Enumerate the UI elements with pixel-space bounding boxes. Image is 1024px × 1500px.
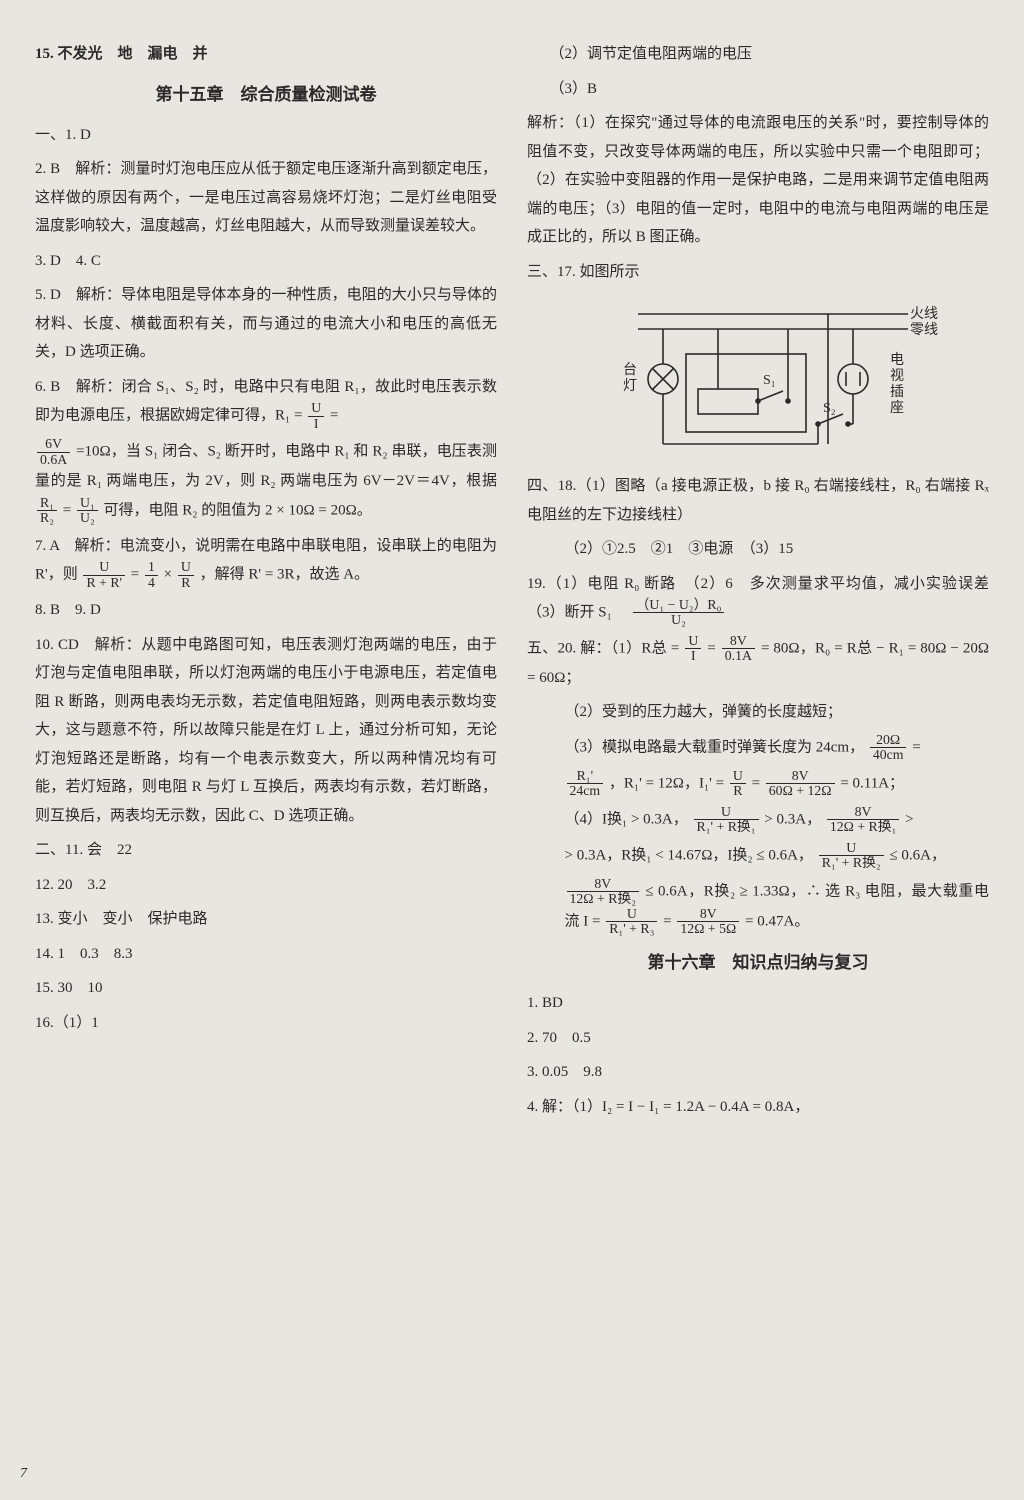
q6-text-c: =10Ω，当 S₁ 闭合、S₂ 断开时，电路中 R₁ 和 R₂ 串联，电压表测量… (35, 444, 497, 490)
q20d-text3: > 0.3A，R换₁ < 14.67Ω，I换₂ ≤ 0.6A， (565, 847, 813, 863)
q6-text-a: 6. B 解析：闭合 S₁、S₂ 时，电路中只有电阻 R₁，故此时电压表示数即为… (35, 379, 497, 424)
q20d-line3: 8V12Ω + R换₂ ≤ 0.6A，R换₂ ≥ 1.33Ω，∴ 选 R₃ 电阻… (527, 877, 989, 937)
q6-frac1: UI (308, 401, 324, 431)
q7: 7. A 解析：电流变小，说明需在电路中串联电阻，设串联上的电阻为 R'，则 U… (35, 532, 497, 590)
q18a: 四、18.（1）图略（a 接电源正极，b 接 R₀ 右端接线柱，R₀ 右端接 R… (527, 472, 989, 529)
q20d-line2: > 0.3A，R换₁ < 14.67Ω，I换₂ ≤ 0.6A， UR₁' + R… (527, 841, 989, 871)
page-number: 7 (20, 1461, 27, 1488)
eq-sign: = (752, 775, 764, 791)
r1: 1. BD (527, 989, 989, 1018)
q19: 19.（1）电阻 R₀ 断路 （2）6 多次测量求平均值，减小实验误差 （3）断… (527, 570, 989, 628)
q18b: （2）①2.5 ②1 ③电源 （3）15 (527, 535, 989, 564)
q13: 13. 变小 变小 保护电路 (35, 905, 497, 934)
q20a-text: 五、20. 解：（1）R总 = (527, 640, 683, 656)
q20c-frac1: 20Ω40cm (870, 733, 907, 763)
eq-sign: = (912, 739, 920, 755)
eq-sign: = (663, 913, 675, 929)
q6-frac4: U₁U₂ (77, 496, 98, 526)
q7-frac1: UR + R' (83, 560, 125, 590)
q20d-text4: ≤ 0.6A， (889, 847, 946, 863)
right-column: （2）调节定值电阻两端的电压 （3）B 解析：（1）在探究"通过导体的电流跟电压… (527, 40, 989, 1470)
q20d-frac1: UR₁' + R换₁ (694, 805, 759, 835)
q20c-text5: = 0.11A； (840, 775, 904, 791)
q20c-text: （3）模拟电路最大载重时弹簧长度为 24cm， (565, 739, 865, 755)
q6-frac2: 6V0.6A (37, 437, 70, 467)
r4: 4. 解：（1）I₂ = I − I₁ = 1.2A − 0.4A = 0.8A… (527, 1093, 989, 1122)
q16-3: （3）B (527, 75, 989, 104)
sec3-q17: 三、17. 如图所示 (527, 258, 989, 287)
chapter-title-15: 第十五章 综合质量检测试卷 (35, 79, 497, 111)
q20d-text7: = 0.47A。 (745, 913, 809, 929)
q5: 5. D 解析：导体电阻是导体本身的一种性质，电阻的大小只与导体的材料、长度、横… (35, 281, 497, 367)
q6-eq: = (330, 408, 338, 424)
q19-text: 19.（1）电阻 R₀ 断路 （2）6 多次测量求平均值，减小实验误差 （3）断… (527, 576, 989, 621)
q15b: 15. 30 10 (35, 974, 497, 1003)
q12: 12. 20 3.2 (35, 871, 497, 900)
eq-sign: = (63, 502, 75, 518)
q20d-frac4: 8V12Ω + R换₂ (567, 877, 640, 907)
q20c-frac3: UR (730, 769, 746, 799)
left-column: 15. 不发光 地 漏电 并 第十五章 综合质量检测试卷 一、1. D 2. B… (35, 40, 497, 1470)
q20c: （3）模拟电路最大载重时弹簧长度为 24cm， 20Ω40cm = (527, 733, 989, 763)
q20d-text2: > 0.3A， (764, 811, 821, 827)
q20b: （2）受到的压力越大，弹簧的长度越短； (527, 698, 989, 727)
q16: 16.（1）1 (35, 1009, 497, 1038)
q8-9: 8. B 9. D (35, 596, 497, 625)
q6: 6. B 解析：闭合 S₁、S₂ 时，电路中只有电阻 R₁，故此时电压表示数即为… (35, 373, 497, 431)
q20d-frac3: UR₁' + R换₂ (819, 841, 884, 871)
q20c-text3: ，R₁' = 12Ω，I₁' = (609, 775, 728, 791)
label-s1: S₁ (763, 373, 776, 388)
gt-sign: > (905, 811, 913, 827)
q20d-frac5: UR₁' + R₃ (606, 907, 657, 937)
times-sign: × (164, 567, 176, 583)
q20d-text: （4）I换₁ > 0.3A， (565, 811, 688, 827)
q15: 15. 不发光 地 漏电 并 (35, 40, 497, 69)
circuit-diagram: 火线 零线 台灯 电视插座 S₁ S₂ (568, 294, 948, 464)
r2: 2. 70 0.5 (527, 1024, 989, 1053)
q20c-frac2: R₁'24cm (567, 769, 604, 799)
r3: 3. 0.05 9.8 (527, 1058, 989, 1087)
q6-line2: 6V0.6A =10Ω，当 S₁ 闭合、S₂ 断开时，电路中 R₁ 和 R₂ 串… (35, 437, 497, 525)
label-neutral: 零线 (910, 322, 938, 338)
label-lamp: 台灯 (623, 362, 637, 394)
label-socket: 电视插座 (890, 352, 904, 416)
q20d-frac6: 8V12Ω + 5Ω (677, 907, 739, 937)
sec1: 一、1. D (35, 121, 497, 150)
q20c-frac4: 8V60Ω + 12Ω (766, 769, 835, 799)
q10: 10. CD 解析：从题中电路图可知，电压表测灯泡两端的电压，由于灯泡与定值电阻… (35, 631, 497, 831)
q16-explanation: 解析：（1）在探究"通过导体的电流跟电压的关系"时，要控制导体的阻值不变，只改变… (527, 109, 989, 252)
q16-2: （2）调节定值电阻两端的电压 (527, 40, 989, 69)
q6-text-f: 可得，电阻 R₂ 的阻值为 2 × 10Ω = 20Ω。 (104, 502, 372, 518)
q7-frac3: UR (178, 560, 194, 590)
sec2-q11: 二、11. 会 22 (35, 836, 497, 865)
q20a-frac2: 8V0.1A (722, 634, 755, 664)
label-s2: S₂ (823, 401, 836, 416)
eq-sign: = (131, 567, 143, 583)
q7-text-e: ，解得 R' = 3R，故选 A。 (200, 567, 370, 583)
q14: 14. 1 0.3 8.3 (35, 940, 497, 969)
q7-frac2: 14 (145, 560, 158, 590)
q20d-frac2: 8V12Ω + R换₁ (827, 805, 900, 835)
eq-sign: = (707, 640, 719, 656)
q19-frac: （U₁ − U₂）R₀U₂ (633, 598, 725, 628)
q20a-frac1: UI (685, 634, 701, 664)
q6-frac3: R₁R₂ (37, 496, 57, 526)
q20a: 五、20. 解：（1）R总 = UI = 8V0.1A = 80Ω，R₀ = R… (527, 634, 989, 692)
q20c-line2: R₁'24cm ，R₁' = 12Ω，I₁' = UR = 8V60Ω + 12… (527, 769, 989, 799)
q20d: （4）I换₁ > 0.3A， UR₁' + R换₁ > 0.3A， 8V12Ω … (527, 805, 989, 835)
label-fire: 火线 (910, 306, 938, 322)
chapter-title-16: 第十六章 知识点归纳与复习 (527, 947, 989, 979)
q3-4: 3. D 4. C (35, 247, 497, 276)
q2: 2. B 解析：测量时灯泡电压应从低于额定电压逐渐升高到额定电压，这样做的原因有… (35, 155, 497, 241)
